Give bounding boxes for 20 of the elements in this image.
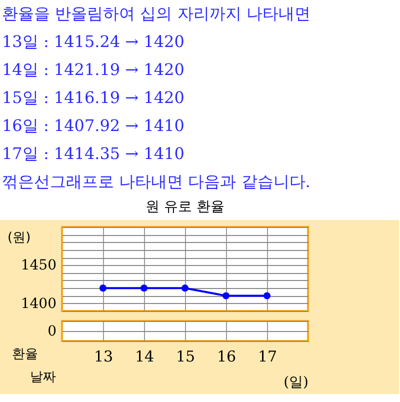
- x-axis-title: (일): [284, 374, 308, 390]
- text: 환율을 반올림하여 십의 자리까지 나타내면: [2, 3, 310, 25]
- y-axis-title: (원): [8, 230, 31, 246]
- text: 날짜: [30, 369, 56, 386]
- x-tick-label: 16: [216, 348, 236, 366]
- x-tick-label: 15: [176, 348, 196, 366]
- x-tick-label: 13: [94, 348, 114, 366]
- y-tick-label: 1450: [20, 258, 56, 274]
- text: 13일 : 1415.24 → 1420: [2, 31, 186, 53]
- x-tick-label: 14: [134, 348, 154, 366]
- text: 15일 : 1416.19 → 1420: [2, 87, 186, 109]
- text: 0: [48, 324, 56, 340]
- text: 꺾은선그래프로 나타내면 다음과 같습니다.: [2, 171, 310, 193]
- text: 17일 : 1414.35 → 1410: [2, 143, 186, 165]
- text: 16일 : 1407.92 → 1410: [2, 115, 186, 137]
- chart-title: 원 유로 환율: [144, 198, 226, 216]
- x-tick-label: 17: [258, 348, 278, 366]
- y-tick-label: 1400: [20, 296, 56, 312]
- text: 14일 : 1421.19 → 1420: [2, 59, 186, 81]
- text: 환율: [12, 346, 38, 363]
